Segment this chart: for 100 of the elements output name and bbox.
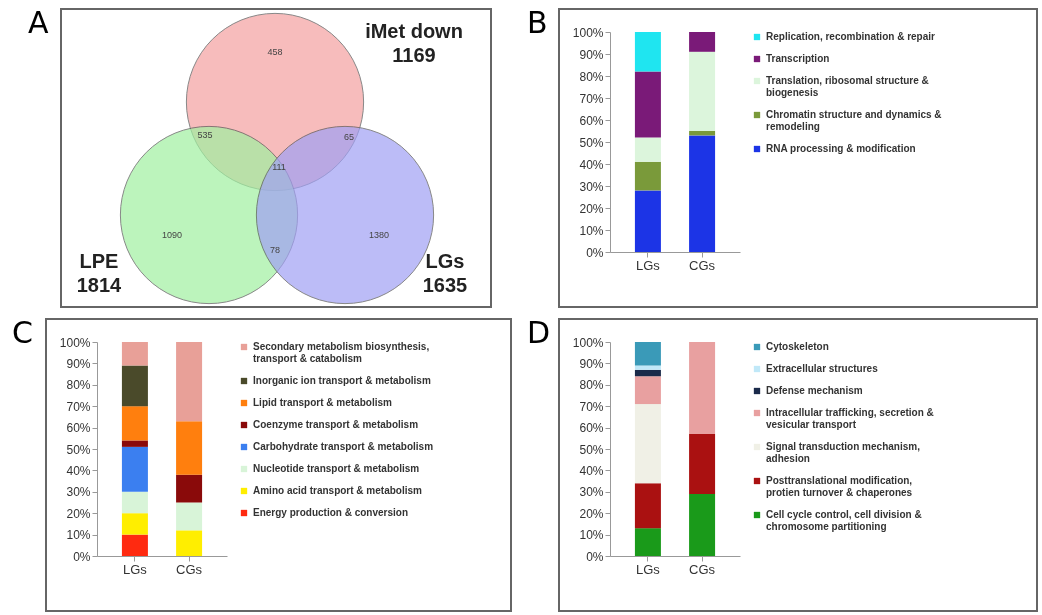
legend-label: Nucleotide transport & metabolism xyxy=(253,463,420,474)
text: 78 xyxy=(269,245,281,255)
bar xyxy=(689,131,716,136)
bar xyxy=(121,491,148,514)
bar xyxy=(176,530,203,556)
legend-label: Replication, recombination & repair xyxy=(766,31,936,42)
legend-label: Posttranslational modification, protien turnover & chaperones xyxy=(766,475,913,498)
y-tick-label: 60% xyxy=(66,421,91,436)
bar xyxy=(121,513,148,535)
bar xyxy=(634,342,661,366)
x-tick-label: LGs xyxy=(635,561,661,577)
bar xyxy=(689,32,716,52)
bar xyxy=(121,440,148,447)
y-tick-label: 40% xyxy=(66,463,91,478)
bar xyxy=(634,137,661,162)
bar xyxy=(634,404,661,484)
y-tick-label: 0% xyxy=(73,549,91,564)
legend-label: Transcription xyxy=(766,53,830,64)
y-tick-label: 60% xyxy=(579,113,604,128)
text: 458 xyxy=(267,47,283,57)
y-tick-label: 90% xyxy=(579,47,604,62)
bar xyxy=(634,71,661,138)
bar xyxy=(689,342,716,435)
x-tick-label: LGs xyxy=(122,561,148,577)
bar xyxy=(121,342,148,366)
y-tick-label: 100% xyxy=(59,335,91,350)
legend-label: Amino acid transport & metabolism xyxy=(253,485,423,496)
y-tick-label: 80% xyxy=(579,378,604,393)
legend-label: RNA processing & modification xyxy=(766,143,916,154)
x-tick-label: CGs xyxy=(689,561,716,577)
legend-label: Coenzyme transport & metabolism xyxy=(253,419,419,430)
bar xyxy=(634,528,661,556)
data-label: 1635 xyxy=(422,274,468,296)
y-tick-label: 90% xyxy=(66,356,91,371)
bar xyxy=(121,365,148,407)
y-tick-label: 90% xyxy=(579,356,604,371)
legend-label: Cytoskeleton xyxy=(766,341,829,352)
y-tick-label: 10% xyxy=(579,528,604,543)
data-label: 1169 xyxy=(392,44,436,66)
text: 1380 xyxy=(368,230,390,240)
y-tick-label: 10% xyxy=(579,223,604,238)
y-tick-label: 50% xyxy=(579,135,604,150)
y-tick-label: 30% xyxy=(579,179,604,194)
bar xyxy=(634,376,661,405)
legend-label: Inorganic ion transport & metabolism xyxy=(253,375,431,386)
text: 535 xyxy=(197,130,213,140)
y-tick-label: 30% xyxy=(66,485,91,500)
legend-label: Translation, ribosomal structure & biogenesis xyxy=(766,75,929,98)
bar xyxy=(634,369,661,377)
bar xyxy=(176,342,203,422)
y-tick-label: 70% xyxy=(579,399,604,414)
y-tick-label: 10% xyxy=(66,528,91,543)
y-tick-label: 80% xyxy=(66,378,91,393)
text: 1090 xyxy=(161,230,183,240)
bar xyxy=(121,534,148,556)
y-tick-label: 100% xyxy=(572,25,604,40)
y-tick-label: 20% xyxy=(66,506,91,521)
bar xyxy=(634,190,661,252)
chart-title: C xyxy=(12,315,33,350)
bar xyxy=(176,474,203,503)
y-tick-label: 100% xyxy=(572,335,604,350)
category-label: iMet down xyxy=(365,20,463,42)
bar xyxy=(176,502,203,531)
y-tick-label: 70% xyxy=(66,399,91,414)
bar xyxy=(634,365,661,370)
legend-label: Energy production & conversion xyxy=(253,507,409,518)
legend-label: Defense mechanism xyxy=(766,385,863,396)
legend-label: Carbohydrate transport & metabolism xyxy=(253,441,434,452)
y-tick-label: 60% xyxy=(579,421,604,436)
bar xyxy=(176,421,203,475)
y-tick-label: 80% xyxy=(579,69,604,84)
legend-label: Cell cycle control, cell division & chromosome partitioning xyxy=(766,509,922,532)
y-tick-label: 20% xyxy=(579,201,604,216)
bar xyxy=(634,483,661,529)
bar xyxy=(689,493,716,556)
x-tick-label: CGs xyxy=(176,561,203,577)
legend-label: Extracellular structures xyxy=(766,363,879,374)
legend-label: Secondary metabolism biosynthesis, transport & catabolism xyxy=(253,341,430,364)
legend-label: Signal transduction mechanism, adhesion xyxy=(766,441,921,464)
y-tick-label: 30% xyxy=(579,485,604,500)
y-tick-label: 40% xyxy=(579,157,604,172)
y-tick-label: 0% xyxy=(586,549,604,564)
legend-label: Intracellular trafficking, secretion & vesicular transport xyxy=(766,407,934,430)
bar xyxy=(634,32,661,72)
category-label: LPE xyxy=(79,250,119,272)
bar xyxy=(689,135,716,252)
y-tick-label: 50% xyxy=(66,442,91,457)
legend-label: Chromatin structure and dynamics & remodeling xyxy=(766,109,942,132)
y-tick-label: 50% xyxy=(579,442,604,457)
y-tick-label: 0% xyxy=(586,245,604,260)
x-tick-label: CGs xyxy=(689,257,716,273)
text: 111 xyxy=(272,162,286,172)
y-tick-label: 20% xyxy=(579,506,604,521)
bar xyxy=(689,51,716,131)
legend-label: Lipid transport & metabolism xyxy=(253,397,393,408)
chart-title: B xyxy=(527,5,548,40)
bar xyxy=(689,434,716,494)
bar xyxy=(121,406,148,441)
y-tick-label: 70% xyxy=(579,91,604,106)
text: 65 xyxy=(343,132,355,142)
